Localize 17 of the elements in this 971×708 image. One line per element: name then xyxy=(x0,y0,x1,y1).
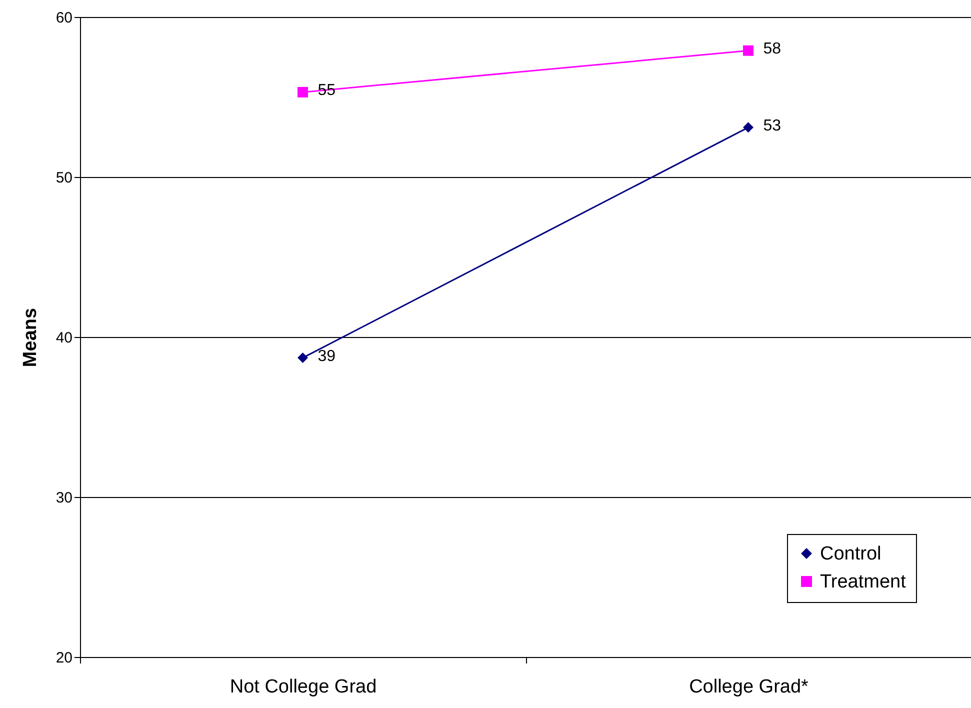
point xyxy=(743,122,754,133)
y-tick-label: 60 xyxy=(56,10,72,26)
y-tick-label: 40 xyxy=(56,330,72,346)
point xyxy=(298,86,308,98)
y-axis-title: Means xyxy=(20,308,41,368)
data-label: 39 xyxy=(318,348,336,365)
legend-label: Control xyxy=(820,544,882,564)
data-label: 53 xyxy=(763,117,782,134)
legend-label: Treatment xyxy=(820,572,907,592)
x-tick-label: Not College Grad xyxy=(230,676,377,698)
y-tick-label: 50 xyxy=(56,170,72,186)
x-tick-label: College Grad* xyxy=(689,676,810,698)
data-label: 58 xyxy=(763,40,782,58)
y-tick-label: 30 xyxy=(56,490,72,506)
y-tick-label: 20 xyxy=(56,650,72,666)
point xyxy=(298,352,308,364)
point xyxy=(743,45,754,56)
